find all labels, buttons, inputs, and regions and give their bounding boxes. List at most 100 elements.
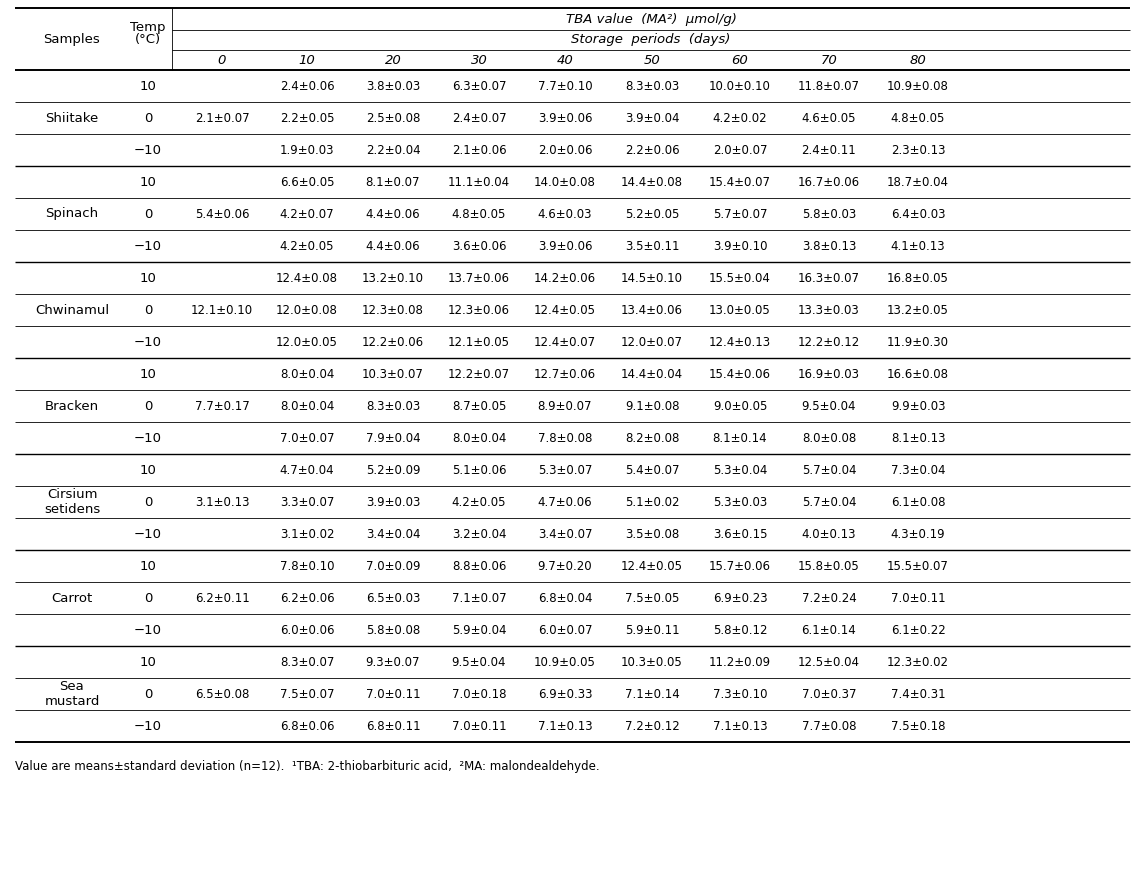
Text: 30: 30 xyxy=(471,54,487,66)
Text: 10: 10 xyxy=(139,80,157,92)
Text: 6.0±0.07: 6.0±0.07 xyxy=(537,623,592,637)
Text: 60: 60 xyxy=(732,54,749,66)
Text: 0: 0 xyxy=(144,112,152,124)
Text: 12.4±0.07: 12.4±0.07 xyxy=(534,335,596,349)
Text: −10: −10 xyxy=(134,240,162,252)
Text: 9.7±0.20: 9.7±0.20 xyxy=(537,560,592,572)
Text: 10: 10 xyxy=(139,272,157,284)
Text: 40: 40 xyxy=(557,54,574,66)
Text: 7.1±0.13: 7.1±0.13 xyxy=(537,720,592,732)
Text: 2.4±0.07: 2.4±0.07 xyxy=(451,112,506,124)
Text: 4.3±0.19: 4.3±0.19 xyxy=(890,527,945,541)
Text: 6.2±0.11: 6.2±0.11 xyxy=(194,592,249,604)
Text: 2.1±0.06: 2.1±0.06 xyxy=(451,144,506,156)
Text: −10: −10 xyxy=(134,720,162,732)
Text: 2.0±0.07: 2.0±0.07 xyxy=(713,144,767,156)
Text: 3.8±0.03: 3.8±0.03 xyxy=(366,80,421,92)
Text: 3.5±0.08: 3.5±0.08 xyxy=(625,527,679,541)
Text: 4.2±0.07: 4.2±0.07 xyxy=(280,207,334,221)
Text: 0: 0 xyxy=(144,592,152,604)
Text: 3.5±0.11: 3.5±0.11 xyxy=(625,240,679,252)
Text: 7.5±0.07: 7.5±0.07 xyxy=(280,687,334,701)
Text: 6.4±0.03: 6.4±0.03 xyxy=(890,207,945,221)
Text: 6.2±0.06: 6.2±0.06 xyxy=(280,592,334,604)
Text: 12.3±0.06: 12.3±0.06 xyxy=(448,303,510,316)
Text: 16.7±0.06: 16.7±0.06 xyxy=(798,175,860,189)
Text: 8.1±0.13: 8.1±0.13 xyxy=(890,432,945,444)
Text: 4.6±0.03: 4.6±0.03 xyxy=(537,207,592,221)
Text: 2.2±0.04: 2.2±0.04 xyxy=(366,144,421,156)
Text: 3.6±0.15: 3.6±0.15 xyxy=(713,527,767,541)
Text: 6.9±0.23: 6.9±0.23 xyxy=(713,592,767,604)
Text: 9.0±0.05: 9.0±0.05 xyxy=(713,400,767,412)
Text: 9.3±0.07: 9.3±0.07 xyxy=(366,655,421,669)
Text: 8.2±0.08: 8.2±0.08 xyxy=(625,432,679,444)
Text: 16.9±0.03: 16.9±0.03 xyxy=(798,367,860,381)
Text: 12.1±0.10: 12.1±0.10 xyxy=(191,303,253,316)
Text: Cirsium
setidens: Cirsium setidens xyxy=(43,488,101,516)
Text: Samples: Samples xyxy=(43,32,101,46)
Text: 4.6±0.05: 4.6±0.05 xyxy=(801,112,856,124)
Text: 15.8±0.05: 15.8±0.05 xyxy=(798,560,860,572)
Text: 6.1±0.14: 6.1±0.14 xyxy=(801,623,856,637)
Text: 10: 10 xyxy=(298,54,315,66)
Text: 3.9±0.03: 3.9±0.03 xyxy=(366,495,421,509)
Text: 15.5±0.07: 15.5±0.07 xyxy=(887,560,949,572)
Text: 4.4±0.06: 4.4±0.06 xyxy=(366,207,421,221)
Text: 13.2±0.05: 13.2±0.05 xyxy=(887,303,949,316)
Text: 0: 0 xyxy=(144,687,152,701)
Text: 8.3±0.03: 8.3±0.03 xyxy=(366,400,421,412)
Text: 5.4±0.07: 5.4±0.07 xyxy=(625,463,679,477)
Text: 4.0±0.13: 4.0±0.13 xyxy=(801,527,856,541)
Text: 2.4±0.06: 2.4±0.06 xyxy=(280,80,334,92)
Text: −10: −10 xyxy=(134,623,162,637)
Text: 0: 0 xyxy=(144,400,152,412)
Text: 10: 10 xyxy=(139,655,157,669)
Text: 7.4±0.31: 7.4±0.31 xyxy=(890,687,945,701)
Text: 5.2±0.09: 5.2±0.09 xyxy=(366,463,421,477)
Text: 8.1±0.07: 8.1±0.07 xyxy=(366,175,421,189)
Text: 5.3±0.07: 5.3±0.07 xyxy=(538,463,592,477)
Text: 7.0±0.11: 7.0±0.11 xyxy=(890,592,945,604)
Text: 4.1±0.13: 4.1±0.13 xyxy=(890,240,945,252)
Text: 5.1±0.06: 5.1±0.06 xyxy=(451,463,506,477)
Text: 4.2±0.02: 4.2±0.02 xyxy=(713,112,767,124)
Text: 0: 0 xyxy=(218,54,226,66)
Text: 12.0±0.08: 12.0±0.08 xyxy=(277,303,338,316)
Text: 7.2±0.12: 7.2±0.12 xyxy=(624,720,679,732)
Text: 3.2±0.04: 3.2±0.04 xyxy=(451,527,506,541)
Text: 10: 10 xyxy=(139,175,157,189)
Text: 6.8±0.06: 6.8±0.06 xyxy=(280,720,334,732)
Text: 4.7±0.06: 4.7±0.06 xyxy=(537,495,592,509)
Text: 6.6±0.05: 6.6±0.05 xyxy=(280,175,334,189)
Text: 12.2±0.07: 12.2±0.07 xyxy=(448,367,510,381)
Text: 6.8±0.11: 6.8±0.11 xyxy=(366,720,421,732)
Text: 2.2±0.05: 2.2±0.05 xyxy=(280,112,334,124)
Text: Chwinamul: Chwinamul xyxy=(35,303,109,316)
Text: Value are means±standard deviation (n=12).  ¹TBA: 2-thiobarbituric acid,  ²MA: m: Value are means±standard deviation (n=12… xyxy=(15,760,600,773)
Text: 4.7±0.04: 4.7±0.04 xyxy=(280,463,334,477)
Text: 70: 70 xyxy=(821,54,838,66)
Text: 7.3±0.10: 7.3±0.10 xyxy=(713,687,767,701)
Text: 8.0±0.04: 8.0±0.04 xyxy=(280,400,334,412)
Text: 7.0±0.18: 7.0±0.18 xyxy=(451,687,506,701)
Text: 7.0±0.37: 7.0±0.37 xyxy=(801,687,856,701)
Text: 13.3±0.03: 13.3±0.03 xyxy=(798,303,860,316)
Text: Shiitake: Shiitake xyxy=(46,112,98,124)
Text: 5.9±0.11: 5.9±0.11 xyxy=(625,623,679,637)
Text: 7.3±0.04: 7.3±0.04 xyxy=(890,463,945,477)
Text: 14.5±0.10: 14.5±0.10 xyxy=(621,272,684,284)
Text: 7.0±0.11: 7.0±0.11 xyxy=(366,687,421,701)
Text: TBA value  (MA²)  μmol/g): TBA value (MA²) μmol/g) xyxy=(566,13,736,26)
Text: 12.0±0.07: 12.0±0.07 xyxy=(621,335,684,349)
Text: 8.8±0.06: 8.8±0.06 xyxy=(451,560,506,572)
Text: 3.9±0.04: 3.9±0.04 xyxy=(625,112,679,124)
Text: 3.8±0.13: 3.8±0.13 xyxy=(801,240,856,252)
Text: 50: 50 xyxy=(644,54,661,66)
Text: 7.8±0.08: 7.8±0.08 xyxy=(538,432,592,444)
Text: 15.4±0.07: 15.4±0.07 xyxy=(709,175,772,189)
Text: −10: −10 xyxy=(134,527,162,541)
Text: −10: −10 xyxy=(134,144,162,156)
Text: 3.1±0.02: 3.1±0.02 xyxy=(280,527,334,541)
Text: 3.3±0.07: 3.3±0.07 xyxy=(280,495,334,509)
